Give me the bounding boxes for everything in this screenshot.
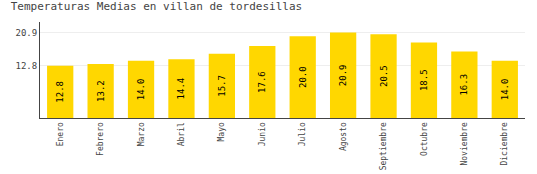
svg-text:Febrero: Febrero xyxy=(96,122,105,156)
svg-text:Mayo: Mayo xyxy=(217,122,226,141)
svg-text:Diciembre: Diciembre xyxy=(500,122,509,166)
svg-text:20.5: 20.5 xyxy=(379,65,389,87)
svg-text:Agosto: Agosto xyxy=(339,122,348,151)
svg-text:Octubre: Octubre xyxy=(420,122,429,156)
svg-text:13.2: 13.2 xyxy=(96,80,106,102)
svg-text:Enero: Enero xyxy=(56,122,65,146)
svg-text:18.5: 18.5 xyxy=(419,69,429,91)
svg-text:16.3: 16.3 xyxy=(459,74,469,96)
svg-text:15.7: 15.7 xyxy=(217,75,227,97)
svg-text:Abril: Abril xyxy=(177,122,186,146)
svg-text:Temperaturas Medias en villan: Temperaturas Medias en villan de tordesi… xyxy=(11,0,302,13)
svg-text:12.8: 12.8 xyxy=(16,61,38,71)
svg-text:Marzo: Marzo xyxy=(137,122,146,146)
svg-text:12.8: 12.8 xyxy=(55,81,65,103)
svg-text:20.9: 20.9 xyxy=(16,28,38,38)
svg-text:Julio: Julio xyxy=(298,122,307,146)
svg-text:20.9: 20.9 xyxy=(338,64,348,86)
svg-text:20.0: 20.0 xyxy=(298,66,308,88)
svg-text:Noviembre: Noviembre xyxy=(460,122,469,166)
svg-text:Junio: Junio xyxy=(258,122,267,146)
svg-text:Septiembre: Septiembre xyxy=(379,122,388,170)
svg-text:14.4: 14.4 xyxy=(176,78,186,100)
svg-text:17.6: 17.6 xyxy=(257,71,267,93)
svg-text:14.0: 14.0 xyxy=(136,79,146,101)
svg-text:14.0: 14.0 xyxy=(500,79,510,101)
